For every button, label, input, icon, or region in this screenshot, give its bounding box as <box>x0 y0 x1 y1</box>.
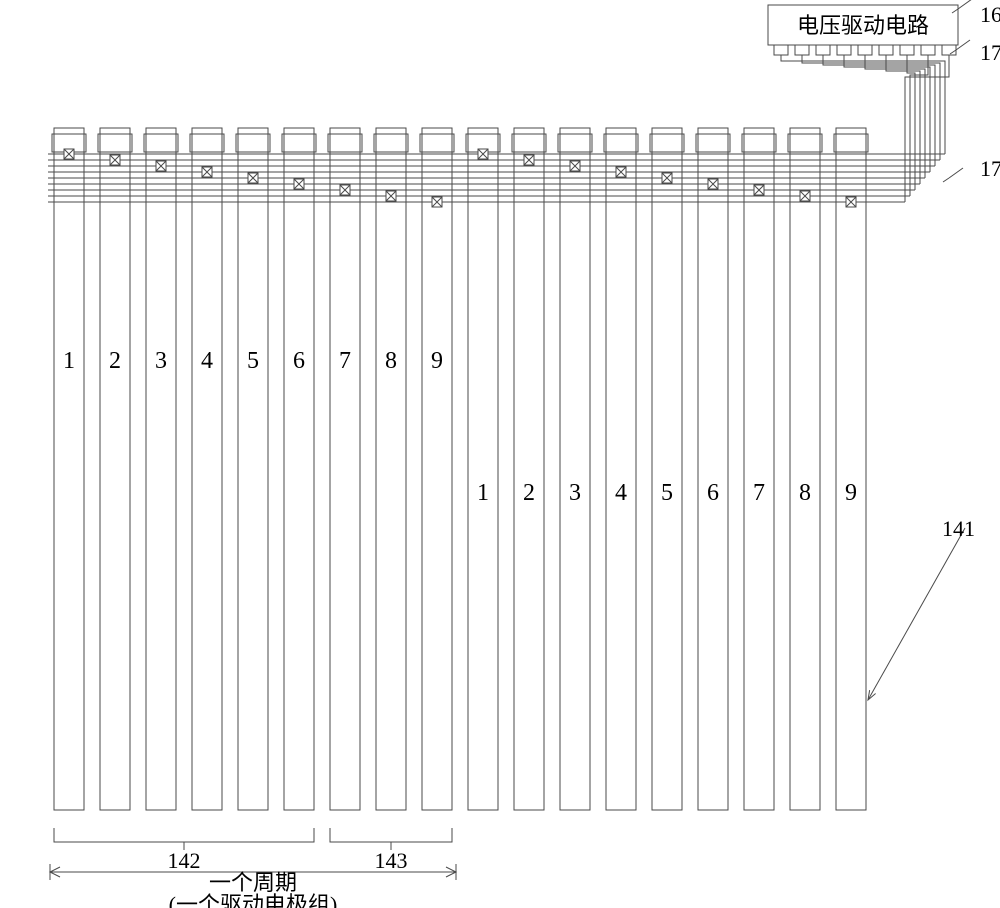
electrode-top-pad <box>236 134 270 152</box>
electrode <box>330 128 360 810</box>
dim-period-label2: (一个驱动电极组) <box>169 892 338 908</box>
electrode-top-pad <box>788 134 822 152</box>
callout-17-leader <box>949 168 963 178</box>
electrode-number: 8 <box>799 480 811 506</box>
callout-17-label: 17 <box>980 156 1000 181</box>
driver-pad <box>942 45 956 55</box>
electrode-number: 6 <box>293 348 305 374</box>
electrode <box>744 128 774 810</box>
callout-141-label: 141 <box>942 516 975 541</box>
driver-pad <box>837 45 851 55</box>
electrode-top-pad <box>190 134 224 152</box>
electrode <box>790 128 820 810</box>
electrode <box>652 128 682 810</box>
callout-17-tick <box>943 178 949 182</box>
electrode-top-pad <box>374 134 408 152</box>
driver-pad <box>774 45 788 55</box>
electrode-number: 5 <box>247 348 259 374</box>
electrode-top-pad <box>328 134 362 152</box>
callout-171-label: 171 <box>980 40 1000 65</box>
driver-box-label: 电压驱动电路 <box>797 13 929 38</box>
electrode-number: 5 <box>661 480 673 506</box>
electrode-number: 1 <box>477 480 489 506</box>
callout-16-leader <box>958 0 972 9</box>
callout-141-arrow <box>868 690 876 700</box>
electrode-number: 7 <box>753 480 765 506</box>
electrode <box>100 128 130 810</box>
electrode <box>146 128 176 810</box>
electrode-top-pad <box>650 134 684 152</box>
electrode-number: 3 <box>155 348 167 374</box>
electrode-top-pad <box>282 134 316 152</box>
electrode-number: 4 <box>201 348 213 374</box>
electrode-number: 1 <box>63 348 75 374</box>
driver-pad <box>921 45 935 55</box>
electrode-top-pad <box>834 134 868 152</box>
electrode-number: 6 <box>707 480 719 506</box>
driver-pad <box>858 45 872 55</box>
electrode-top-pad <box>604 134 638 152</box>
electrode-top-pad <box>420 134 454 152</box>
electrode-top-pad <box>98 134 132 152</box>
electrode <box>468 128 498 810</box>
callout-141-leader <box>868 528 965 700</box>
electrode <box>54 128 84 810</box>
electrode-number: 9 <box>431 348 443 374</box>
electrode-number: 2 <box>523 480 535 506</box>
driver-pad <box>795 45 809 55</box>
dim-bracket <box>54 828 314 842</box>
electrode-number: 8 <box>385 348 397 374</box>
electrode <box>422 128 452 810</box>
electrode-top-pad <box>512 134 546 152</box>
callout-16-label: 16 <box>980 2 1000 27</box>
driver-pad <box>900 45 914 55</box>
electrode <box>376 128 406 810</box>
dim-142-label: 142 <box>168 848 201 873</box>
bus-line-v <box>905 55 949 202</box>
electrode <box>238 128 268 810</box>
electrode-number: 7 <box>339 348 351 374</box>
electrode-top-pad <box>696 134 730 152</box>
dim-bracket <box>330 828 452 842</box>
electrode <box>606 128 636 810</box>
electrode-number: 4 <box>615 480 627 506</box>
dim-143-label: 143 <box>375 848 408 873</box>
bus-line-v <box>823 55 935 166</box>
electrode <box>836 128 866 810</box>
electrode-number: 9 <box>845 480 857 506</box>
electrode <box>192 128 222 810</box>
electrode-top-pad <box>742 134 776 152</box>
electrode <box>560 128 590 810</box>
electrode-number: 3 <box>569 480 581 506</box>
driver-pad <box>879 45 893 55</box>
electrode-top-pad <box>558 134 592 152</box>
electrode-top-pad <box>144 134 178 152</box>
driver-pad <box>816 45 830 55</box>
electrode <box>514 128 544 810</box>
electrode <box>698 128 728 810</box>
electrode-number: 2 <box>109 348 121 374</box>
electrode <box>284 128 314 810</box>
